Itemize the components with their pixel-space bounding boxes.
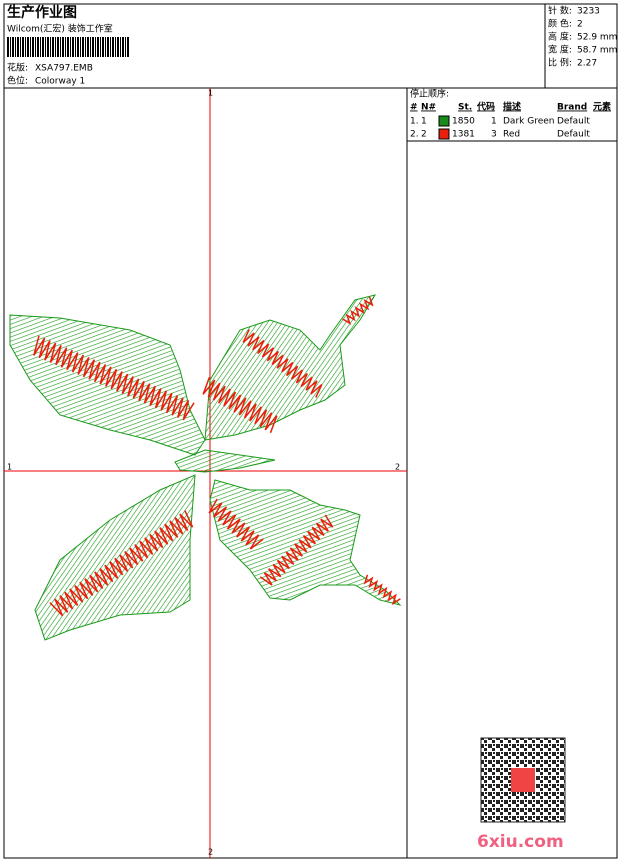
column-header: 元素 bbox=[593, 101, 611, 113]
red-stitch bbox=[202, 376, 278, 434]
stat-label: 颜 色: bbox=[548, 18, 572, 30]
column-header: N# bbox=[421, 103, 436, 113]
cell-stitches: 1850 bbox=[452, 117, 475, 127]
barcode bbox=[7, 37, 130, 57]
cell-index: 1. bbox=[410, 117, 419, 127]
cell-needle: 1 bbox=[421, 117, 427, 127]
red-stitch bbox=[342, 296, 374, 326]
stop-title: 停止顺序: bbox=[410, 88, 449, 100]
cell-description: Red bbox=[503, 130, 520, 140]
cell-index: 2. bbox=[410, 130, 419, 140]
leaf bbox=[34, 474, 196, 641]
column-header: 描述 bbox=[503, 101, 521, 113]
stat-value: 58.7 mm bbox=[577, 46, 617, 56]
stat-label: 高 度: bbox=[548, 31, 572, 43]
embroidery bbox=[9, 294, 402, 641]
axis-label: 2 bbox=[395, 463, 400, 472]
column-header: 代码 bbox=[476, 101, 495, 113]
red-stitch bbox=[259, 514, 334, 586]
red-stitch bbox=[33, 335, 195, 421]
stat-label: 宽 度: bbox=[548, 44, 572, 56]
design: XSA797.EMB bbox=[35, 64, 93, 74]
cell-needle: 2 bbox=[421, 130, 427, 140]
stat-label: 针 数: bbox=[548, 5, 572, 17]
column-header: Brand bbox=[557, 103, 587, 113]
red-stitch bbox=[49, 510, 194, 617]
axis-label: 1 bbox=[208, 89, 213, 98]
cell-stitches: 1381 bbox=[452, 130, 475, 140]
axis-label: 1 bbox=[7, 463, 12, 472]
axis-label: 2 bbox=[208, 848, 213, 857]
leaf bbox=[209, 479, 402, 606]
cell-brand: Default bbox=[557, 117, 590, 127]
color-swatch bbox=[438, 115, 450, 127]
column-header: St. bbox=[458, 103, 472, 113]
column-header: # bbox=[410, 103, 418, 113]
watermark: 6xiu.com bbox=[477, 832, 564, 852]
stat-value: 2 bbox=[577, 20, 583, 30]
cell-code: 1 bbox=[491, 117, 497, 127]
stem bbox=[174, 449, 276, 473]
page-border bbox=[3, 3, 618, 859]
stat-label: 比 例: bbox=[548, 57, 572, 69]
qr-logo bbox=[511, 768, 535, 792]
red-stitch bbox=[208, 498, 264, 550]
color-swatch bbox=[438, 128, 450, 140]
red-stitch bbox=[363, 574, 401, 606]
title: 生产作业图 bbox=[7, 4, 77, 21]
colorway-label: 色位: bbox=[7, 75, 28, 87]
cell-description: Dark Green bbox=[503, 117, 554, 127]
stat-value: 2.27 bbox=[577, 59, 597, 69]
stat-value: 52.9 mm bbox=[577, 33, 617, 43]
colorway: Colorway 1 bbox=[35, 77, 85, 87]
stat-value: 3233 bbox=[577, 7, 600, 17]
red-stitch bbox=[242, 329, 323, 398]
cell-brand: Default bbox=[557, 130, 590, 140]
studio: Wilcom(汇宏) 装饰工作室 bbox=[7, 23, 113, 35]
cell-code: 3 bbox=[491, 130, 497, 140]
design-label: 花版: bbox=[7, 62, 28, 74]
